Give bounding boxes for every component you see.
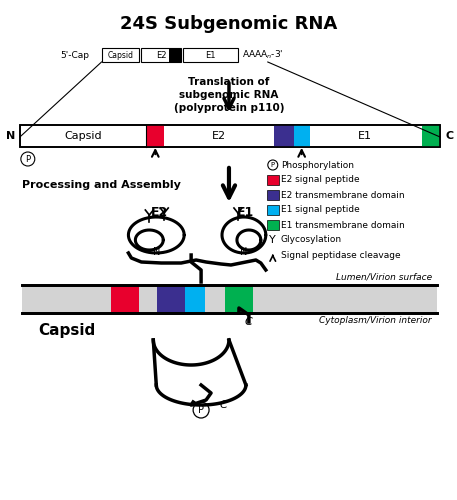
Bar: [22, 285, 437, 313]
Bar: [267, 175, 279, 185]
Text: E2: E2: [151, 206, 168, 218]
Bar: [101, 48, 139, 62]
Text: 24S Subgenomic RNA: 24S Subgenomic RNA: [120, 15, 338, 33]
Text: P: P: [271, 162, 275, 168]
Bar: [422, 125, 440, 147]
Text: Translation of
subgenomic RNA
(polyprotein p110): Translation of subgenomic RNA (polyprote…: [174, 77, 284, 113]
Bar: [183, 48, 238, 62]
Text: AAAA$_n$-3': AAAA$_n$-3': [242, 49, 283, 61]
Text: N: N: [5, 131, 15, 141]
Text: E1: E1: [237, 206, 255, 218]
Text: E1 transmembrane domain: E1 transmembrane domain: [281, 220, 404, 230]
Text: Capsid: Capsid: [38, 322, 96, 338]
Text: Phosphorylation: Phosphorylation: [281, 160, 354, 170]
Text: C: C: [445, 131, 453, 141]
Bar: [146, 125, 164, 147]
Text: E2 transmembrane domain: E2 transmembrane domain: [281, 190, 404, 200]
Bar: [294, 125, 310, 147]
Text: E1: E1: [205, 50, 216, 59]
Bar: [157, 285, 185, 313]
Bar: [185, 285, 205, 313]
Bar: [267, 220, 279, 230]
Text: 5'-Cap: 5'-Cap: [61, 50, 90, 59]
Text: Lumen/Virion surface: Lumen/Virion surface: [336, 273, 432, 282]
Bar: [169, 48, 181, 62]
Text: Y: Y: [270, 235, 276, 245]
Text: E2: E2: [212, 131, 226, 141]
Bar: [141, 48, 181, 62]
Text: Processing and Assembly: Processing and Assembly: [22, 180, 181, 190]
Bar: [225, 285, 253, 313]
Bar: [267, 205, 279, 215]
Text: Cytoplasm/Virion interior: Cytoplasm/Virion interior: [319, 316, 432, 325]
Text: E2 signal peptide: E2 signal peptide: [281, 176, 359, 184]
Text: C: C: [219, 400, 227, 410]
Bar: [267, 190, 279, 200]
Text: E2: E2: [156, 50, 166, 59]
Text: Capsid: Capsid: [107, 50, 133, 59]
Text: E1: E1: [357, 131, 372, 141]
Bar: [112, 285, 139, 313]
Bar: [274, 125, 294, 147]
Text: P: P: [25, 154, 30, 164]
Text: Signal peptidase cleavage: Signal peptidase cleavage: [281, 250, 400, 260]
Text: Capsid: Capsid: [64, 131, 102, 141]
Text: Glycosylation: Glycosylation: [281, 236, 342, 244]
Text: E1 signal peptide: E1 signal peptide: [281, 206, 360, 214]
Text: N: N: [153, 247, 160, 257]
Text: P: P: [198, 405, 204, 415]
Text: N: N: [240, 247, 248, 257]
Text: C: C: [245, 317, 253, 327]
Bar: [20, 125, 440, 147]
Bar: [20, 125, 440, 147]
